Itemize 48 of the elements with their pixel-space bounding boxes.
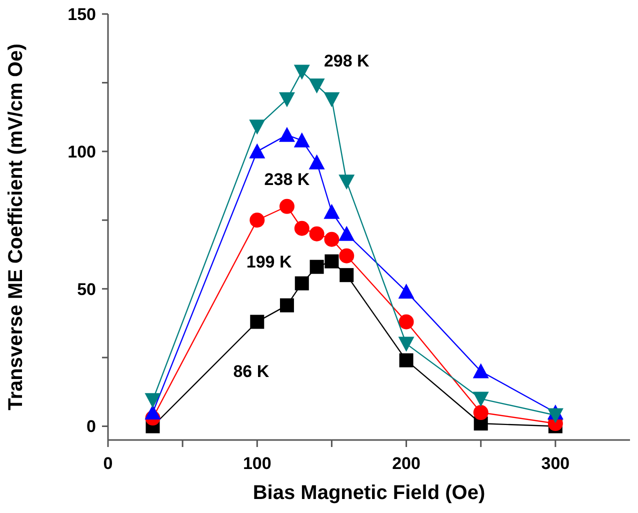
x-tick-label: 300 (541, 454, 570, 473)
point (324, 204, 340, 219)
point (294, 220, 310, 236)
point (308, 154, 325, 170)
point (294, 132, 310, 148)
point (472, 392, 489, 407)
series-label: 298 K (324, 52, 370, 71)
point (547, 408, 564, 424)
point (473, 405, 488, 420)
point (144, 404, 161, 420)
y-tick-label: 100 (68, 142, 96, 162)
point (398, 284, 414, 299)
x-axis-title: Bias Magnetic Field (Oe) (252, 482, 486, 504)
point (472, 363, 489, 378)
series-label: 199 K (246, 252, 292, 272)
point (339, 248, 354, 264)
point (250, 212, 265, 228)
series-label: 86 K (233, 362, 270, 382)
point (278, 126, 295, 142)
point (278, 92, 295, 108)
point (309, 226, 324, 242)
y-tick-label: 50 (77, 280, 96, 299)
y-tick-label: 0 (86, 417, 96, 436)
x-tick-label: 100 (242, 454, 272, 473)
point (279, 198, 294, 214)
x-tick-label: 0 (103, 454, 113, 473)
point (294, 64, 310, 80)
point (310, 260, 324, 274)
point (294, 276, 309, 290)
series-label: 238 K (264, 170, 310, 189)
point (324, 92, 340, 108)
y-axis-title: Transverse ME Coefficient (mV/cm Oe) (5, 44, 27, 410)
x-tick-label: 200 (392, 454, 420, 473)
point (398, 314, 414, 330)
point (399, 353, 414, 368)
point (250, 314, 264, 329)
point (324, 232, 340, 247)
point (280, 298, 294, 312)
point (340, 268, 354, 282)
y-tick-label: 150 (68, 4, 96, 24)
point (324, 254, 339, 268)
point (249, 143, 266, 158)
point (338, 226, 355, 241)
point (338, 174, 355, 190)
point (249, 120, 266, 135)
point (308, 78, 325, 94)
point (144, 393, 161, 408)
point (398, 336, 414, 352)
